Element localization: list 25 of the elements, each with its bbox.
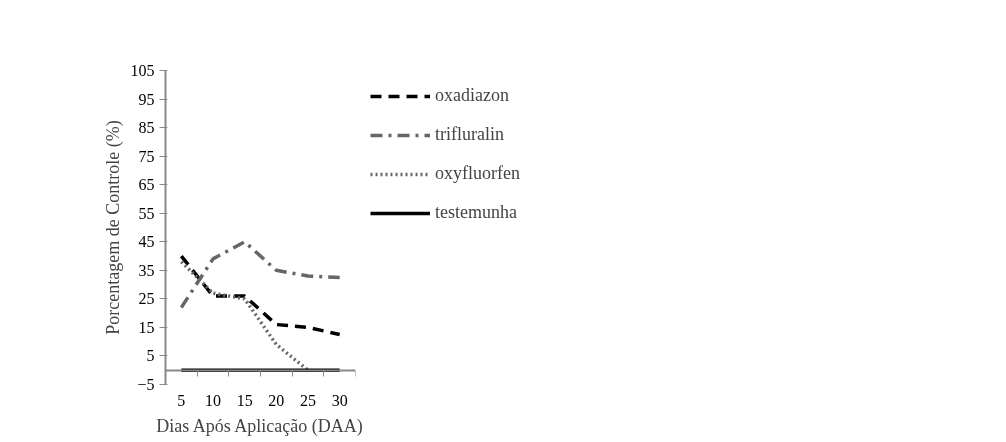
y-tick-label: 35	[138, 261, 155, 279]
x-tick-label: 5	[177, 391, 186, 409]
x-tick-label: 20	[268, 391, 285, 409]
y-tick-label: 55	[138, 204, 155, 222]
y-tick-label: 5	[146, 347, 155, 365]
legend-label: oxyfluorfen	[435, 163, 521, 184]
y-tick-label: 15	[138, 318, 155, 336]
y-axis-title: Porcentagem de Controle (%)	[102, 120, 124, 335]
y-tick-label: 85	[138, 119, 155, 137]
y-tick-label: −5	[137, 376, 155, 393]
y-tick-label: 95	[138, 90, 155, 108]
x-tick-label: 30	[331, 391, 348, 409]
legend-label: testemunha	[435, 202, 518, 223]
legend-label: oxadiazon	[435, 85, 510, 106]
y-tick-label: 105	[130, 62, 155, 79]
y-tick-label: 75	[138, 147, 155, 165]
y-tick-label: 65	[138, 176, 155, 194]
x-tick-label: 25	[300, 391, 316, 409]
line-series	[179, 254, 342, 337]
y-tick-label: 45	[138, 233, 155, 251]
x-axis-title: Dias Após Aplicação (DAA)	[156, 415, 363, 437]
x-tick-label: 10	[205, 391, 221, 409]
legend-label: trifluralin	[435, 124, 505, 145]
x-tick-label: 15	[236, 391, 253, 409]
y-tick-label: 25	[138, 290, 155, 308]
